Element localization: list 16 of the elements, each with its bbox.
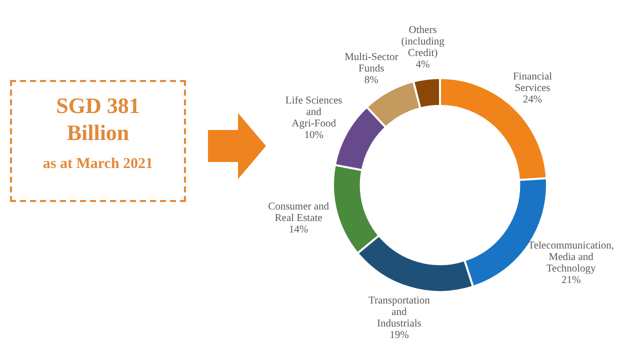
data-label: 8%	[364, 74, 379, 86]
data-label: 24%	[522, 94, 542, 106]
data-label: 14%	[288, 224, 308, 236]
slice-label: Transportation and Industrials	[368, 296, 431, 330]
data-label: 19%	[390, 330, 410, 341]
text: SGD 381 Billion	[55, 92, 141, 146]
text: as at March 2021	[42, 156, 154, 173]
slice-label: Multi-Sector Funds	[344, 52, 399, 74]
slice-label: Life Sciences and Agri-Food	[285, 96, 342, 130]
data-label: 21%	[561, 274, 581, 286]
slice-label: Financial Services	[512, 71, 552, 94]
data-label: 10%	[304, 130, 324, 142]
slice-label: Consumer and Real Estate	[268, 201, 330, 224]
slice-label: Telecommunication, Media and Technology	[528, 240, 614, 274]
slice-label: Others (including Credit)	[401, 25, 446, 60]
data-label: 4%	[416, 60, 430, 71]
